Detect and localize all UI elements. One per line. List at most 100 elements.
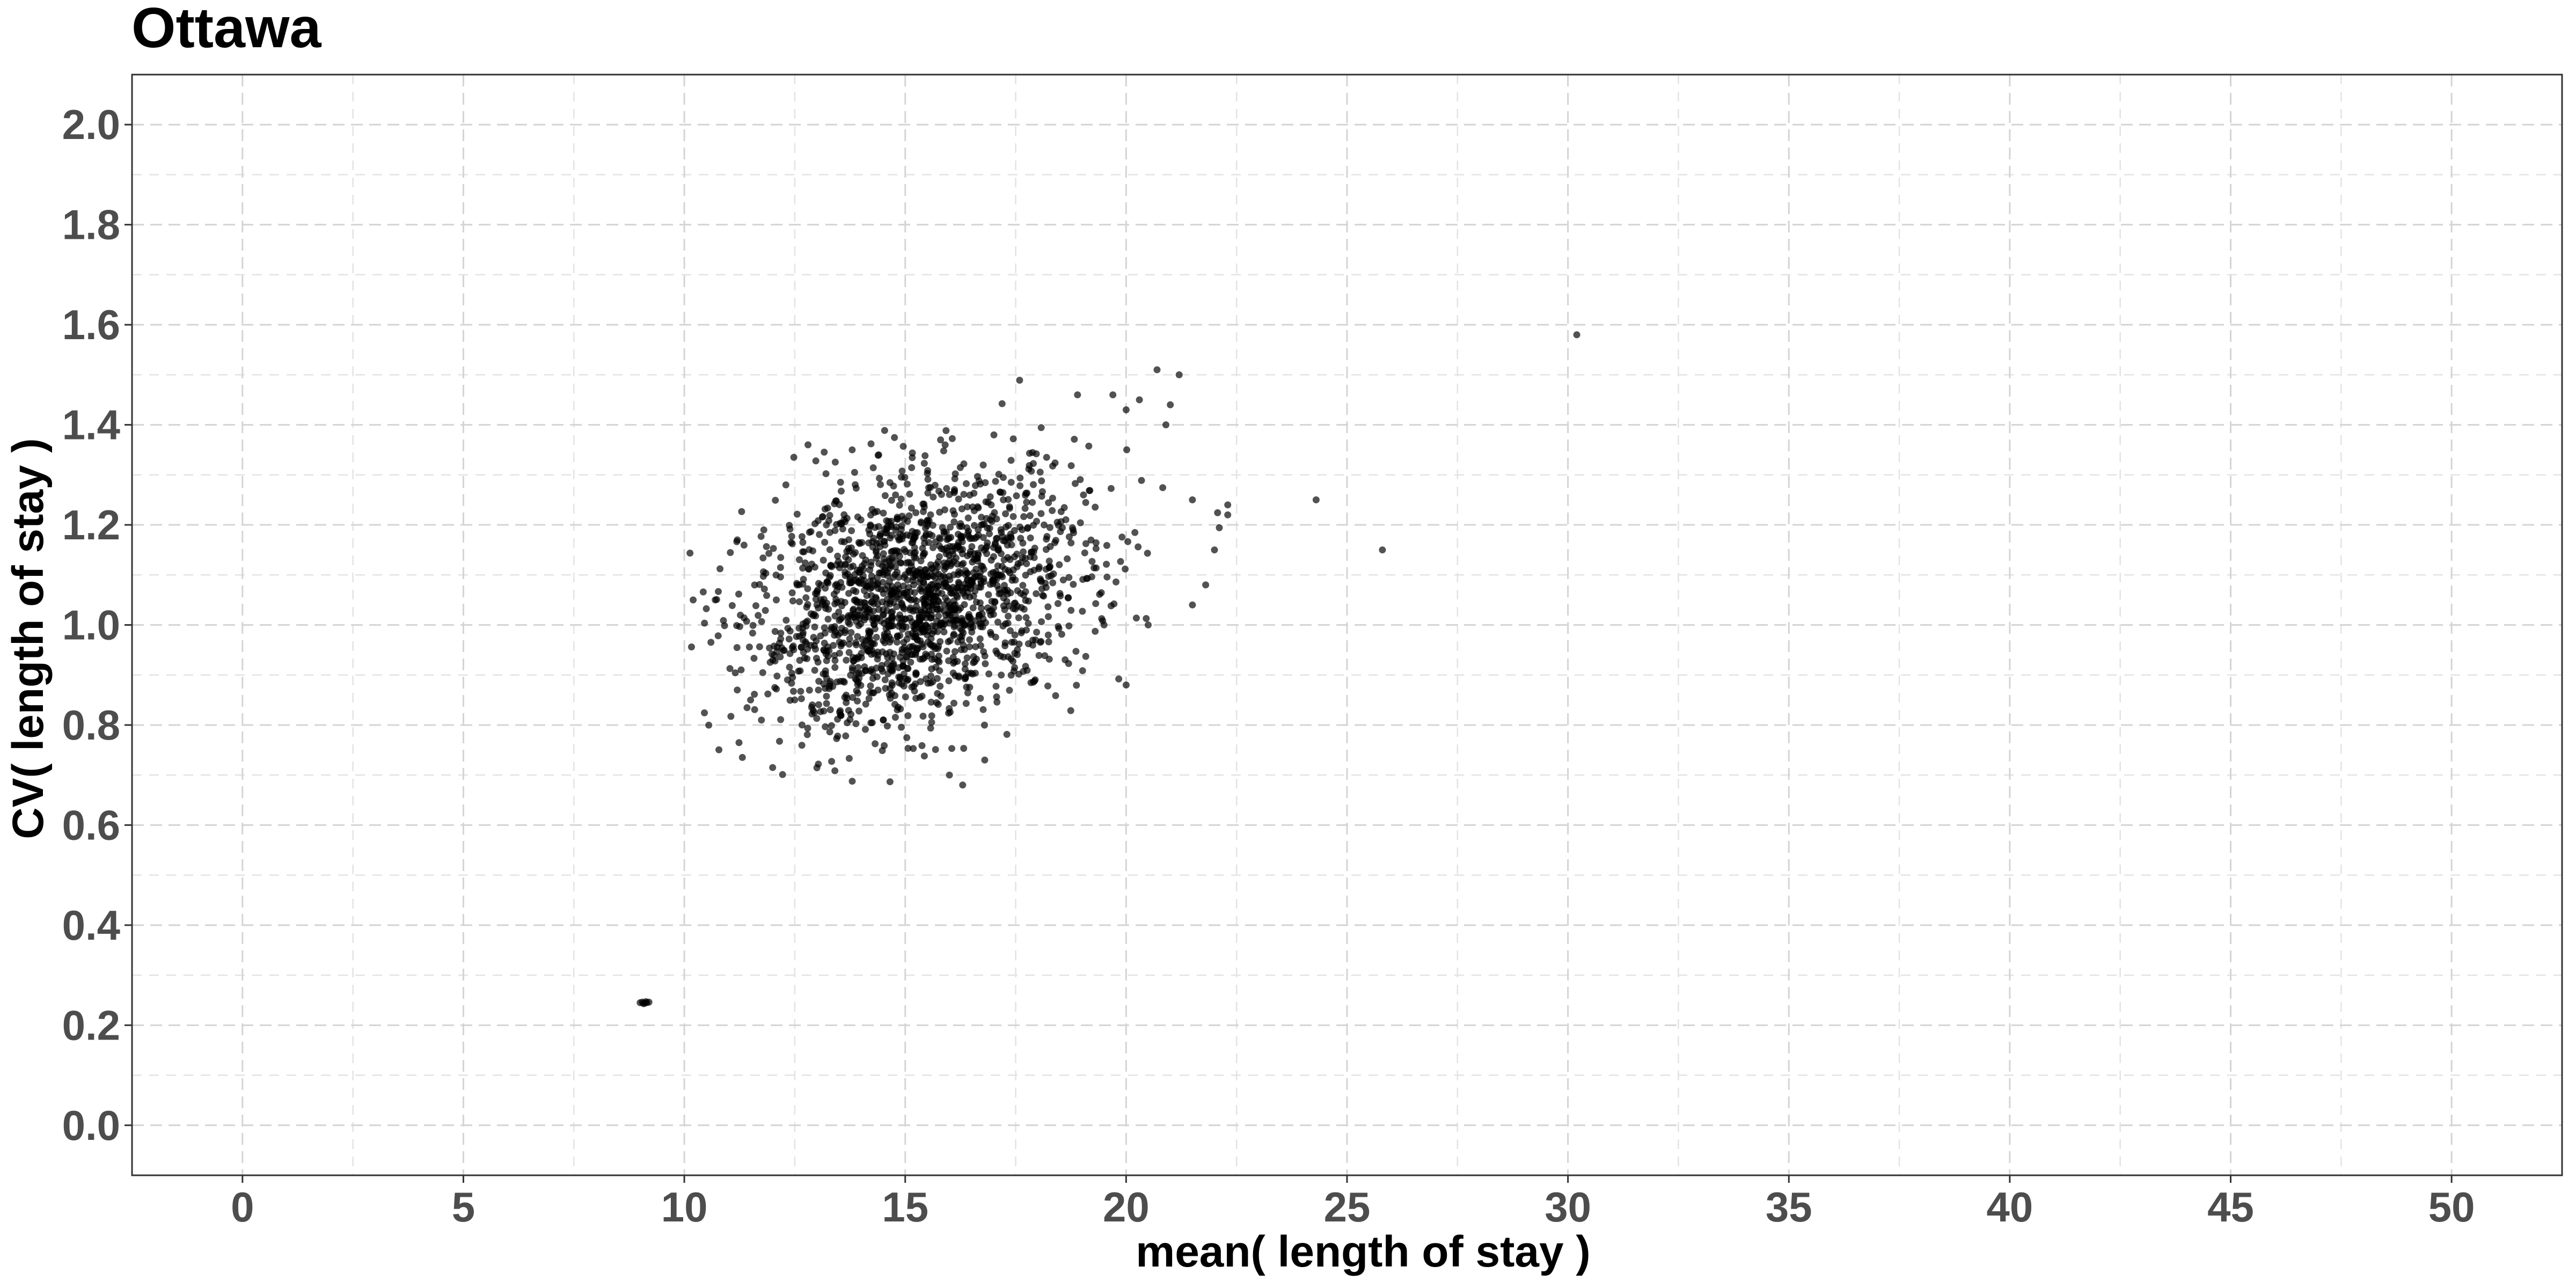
data-point [848,778,856,785]
data-point [839,639,847,647]
data-point [926,641,934,648]
data-point [994,546,1001,554]
data-point [881,525,888,533]
data-point [938,590,946,597]
data-point [886,778,894,786]
data-point [785,635,793,643]
data-point [1013,492,1020,500]
data-point [1103,541,1110,549]
data-point [1045,573,1052,580]
data-point [786,697,794,704]
data-point [994,618,1001,626]
data-point [949,507,957,515]
data-point [800,649,807,656]
data-point [920,654,928,662]
data-point [1026,450,1033,457]
data-point [804,724,811,732]
data-point [926,530,933,538]
x-tick-label: 0 [231,1183,254,1231]
data-point [1144,550,1151,557]
data-point [983,543,991,550]
data-point [836,649,843,657]
data-point [1044,631,1052,639]
data-point [925,589,932,597]
data-point [849,694,857,701]
data-point [823,692,830,700]
data-point [1002,510,1009,517]
data-point [891,434,898,441]
data-point [909,454,916,462]
data-point [799,565,807,572]
data-point [821,506,829,513]
data-point [923,596,930,603]
data-point [812,646,819,653]
data-point [1079,576,1087,583]
data-point [843,547,851,555]
x-tick-label: 15 [882,1183,928,1231]
data-point [788,589,796,597]
data-point [880,716,887,724]
data-point [899,443,907,450]
data-point [905,595,913,602]
data-point [928,719,935,726]
data-point [764,690,772,698]
data-point [927,698,935,706]
data-point [1074,391,1081,399]
data-point [934,605,941,613]
data-point [1023,489,1031,497]
data-point [931,481,939,489]
data-point [837,711,844,719]
data-point [941,506,948,514]
data-point [796,657,803,664]
data-point [918,572,926,580]
grid-lines [132,75,2562,1175]
data-point [966,636,974,643]
data-point [846,579,853,587]
data-point [804,441,812,449]
data-point [1017,590,1024,597]
data-point [903,559,910,567]
data-point [1035,652,1043,659]
data-point [1085,442,1093,450]
data-point [833,599,841,606]
data-point [937,619,945,626]
data-point [805,566,813,573]
data-point [1138,477,1145,484]
data-point [784,625,792,632]
data-point [1086,487,1093,494]
data-point [899,582,907,590]
data-point [1123,446,1130,453]
data-point [989,576,997,583]
x-axis-tick-labels: 0 5 10 15 20 25 30 35 40 45 50 [231,1183,2475,1231]
data-point [799,721,806,729]
data-point [1077,519,1084,526]
data-point [743,704,751,712]
data-point [1033,590,1040,597]
data-point [777,554,785,561]
data-point [870,535,877,542]
data-point [752,602,759,610]
data-point [852,720,860,727]
data-point [1077,476,1084,484]
data-point [855,539,862,546]
data-point [928,712,935,720]
data-point [964,514,972,522]
data-point [751,691,758,698]
data-point [947,523,954,531]
data-point [782,481,789,488]
data-point [806,546,813,553]
data-point [1002,620,1009,627]
data-point [1051,539,1058,546]
data-point [904,677,911,684]
data-point [936,535,944,543]
data-point [716,565,724,573]
data-point [853,687,860,694]
data-point [1062,516,1070,523]
data-point [777,573,784,581]
x-tick-label: 45 [2207,1183,2254,1231]
data-point [789,597,796,605]
data-point [826,728,833,736]
data-point [1067,462,1075,470]
data-point [833,587,840,595]
